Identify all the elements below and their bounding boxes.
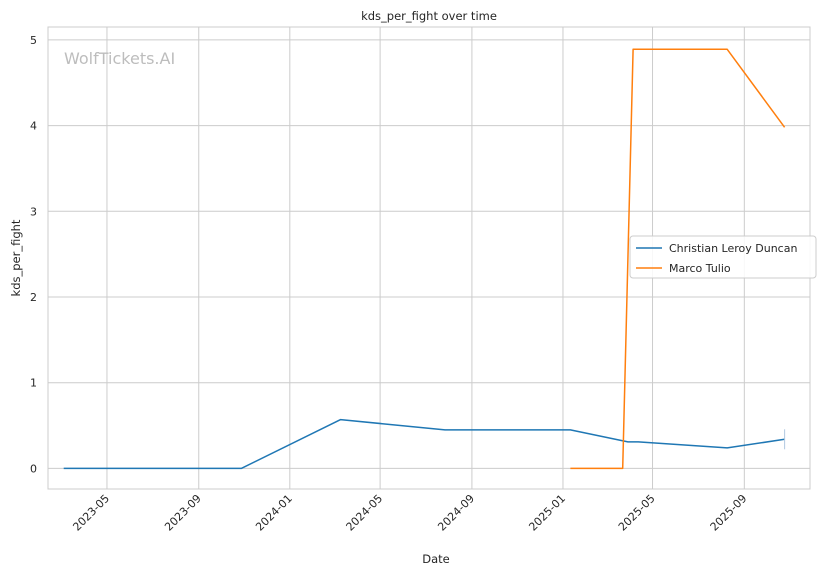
series-line-christian-leroy-duncan [63, 418, 785, 470]
y-tick-label: 3 [30, 205, 37, 218]
y-tick-label: 5 [30, 34, 37, 47]
y-tick-label: 4 [30, 120, 37, 133]
y-tick-label: 1 [30, 377, 37, 390]
x-tick-label: 2025-09 [708, 492, 750, 534]
chart-title: kds_per_fight over time [361, 9, 497, 23]
legend-label-marco-tulio: Marco Tulio [669, 262, 731, 275]
y-tick-labels: 0 1 2 3 4 5 [30, 34, 37, 476]
legend-box [629, 235, 817, 279]
legend-label-christian-leroy-duncan: Christian Leroy Duncan [669, 242, 797, 255]
x-tick-label: 2024-05 [344, 492, 386, 534]
x-tick-label: 2024-09 [435, 492, 477, 534]
series-layer [63, 48, 786, 470]
watermark: WolfTickets.AI [64, 49, 175, 68]
series-line-marco-tulio [570, 48, 786, 470]
x-tick-label: 2025-01 [526, 492, 568, 534]
x-tick-label: 2023-05 [70, 492, 112, 534]
x-tick-label: 2024-01 [253, 492, 295, 534]
legend: Christian Leroy Duncan Marco Tulio [629, 235, 817, 279]
y-tick-label: 0 [30, 462, 37, 475]
x-tick-labels: 2023-05 2023-09 2024-01 2024-05 2024-09 2025-… [70, 492, 749, 534]
x-tick-label: 2023-09 [162, 492, 204, 534]
y-axis-label: kds_per_fight [9, 219, 23, 296]
x-axis-label: Date [422, 552, 450, 566]
y-tick-label: 2 [30, 291, 37, 304]
x-tick-label: 2025-05 [616, 492, 658, 534]
